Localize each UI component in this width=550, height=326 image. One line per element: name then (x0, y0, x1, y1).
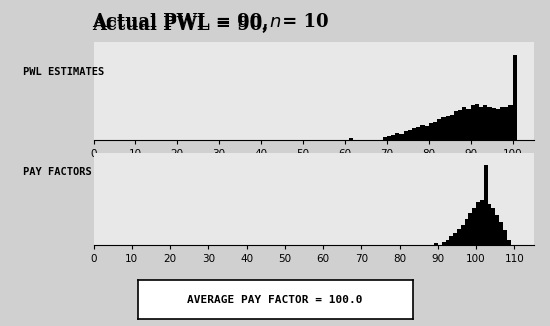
Bar (425, 126, 429, 140)
Bar (466, 109, 471, 140)
Text: = 10: = 10 (276, 13, 329, 31)
Bar (420, 125, 425, 140)
Text: $n$: $n$ (269, 13, 281, 31)
Bar (483, 105, 487, 140)
Bar (491, 208, 495, 244)
Bar (462, 107, 466, 140)
Text: Actual PWL = 90,: Actual PWL = 90, (92, 16, 275, 34)
Text: Actual PWL = 90,: Actual PWL = 90, (92, 13, 275, 31)
Bar (476, 202, 480, 244)
Text: AVERAGE PAY FACTOR = 100.0: AVERAGE PAY FACTOR = 100.0 (187, 295, 363, 305)
Bar (441, 117, 446, 140)
Bar (471, 105, 475, 140)
Bar (442, 242, 446, 244)
Bar (488, 204, 491, 244)
Bar (507, 240, 510, 244)
Bar (499, 222, 503, 244)
Bar (484, 165, 488, 244)
Bar (508, 105, 513, 140)
Bar (472, 208, 476, 244)
Bar (480, 200, 484, 244)
Bar (475, 104, 479, 140)
Bar (395, 133, 399, 140)
Bar (453, 233, 457, 244)
Bar (429, 123, 433, 140)
Bar (454, 111, 458, 140)
Bar (450, 115, 454, 140)
Bar (437, 119, 441, 140)
Bar (461, 225, 465, 244)
Bar (457, 229, 461, 244)
Bar (408, 130, 412, 140)
Bar (383, 137, 387, 140)
Bar (412, 128, 416, 140)
Bar (496, 109, 500, 140)
Bar (492, 108, 496, 140)
Bar (469, 213, 472, 244)
Bar (391, 135, 395, 140)
Bar (503, 230, 507, 244)
Bar (458, 110, 462, 140)
Bar (513, 55, 517, 140)
Bar (404, 131, 408, 140)
Bar (495, 215, 499, 244)
Bar (434, 243, 438, 244)
Bar (387, 136, 391, 140)
Bar (500, 107, 504, 140)
Bar (399, 134, 404, 140)
Bar (504, 107, 508, 140)
Bar (479, 107, 483, 140)
Bar (449, 236, 453, 244)
Text: PAY FACTORS: PAY FACTORS (23, 167, 92, 177)
Bar (446, 240, 449, 244)
Bar (487, 107, 492, 140)
Bar (416, 127, 420, 140)
Bar (349, 138, 353, 140)
Bar (433, 122, 437, 140)
Bar (465, 219, 469, 244)
Text: PWL ESTIMATES: PWL ESTIMATES (23, 67, 104, 77)
Bar (446, 116, 450, 140)
